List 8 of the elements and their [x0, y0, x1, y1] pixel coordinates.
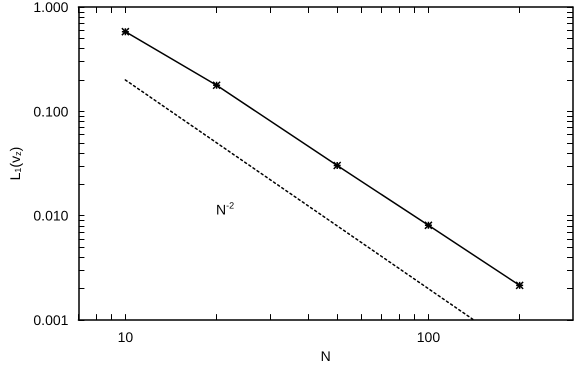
- y-tick-label: 0.100: [33, 103, 69, 120]
- y-tick-label: 0.010: [33, 208, 69, 224]
- x-tick-label: 100: [416, 329, 440, 346]
- y-tick-label: 0.001: [33, 312, 69, 328]
- x-tick-label: 10: [118, 329, 134, 346]
- y-tick-label: 1.000: [33, 0, 69, 15]
- y-axis-title: L1(vz): [7, 146, 23, 180]
- x-axis-title: N: [320, 348, 331, 364]
